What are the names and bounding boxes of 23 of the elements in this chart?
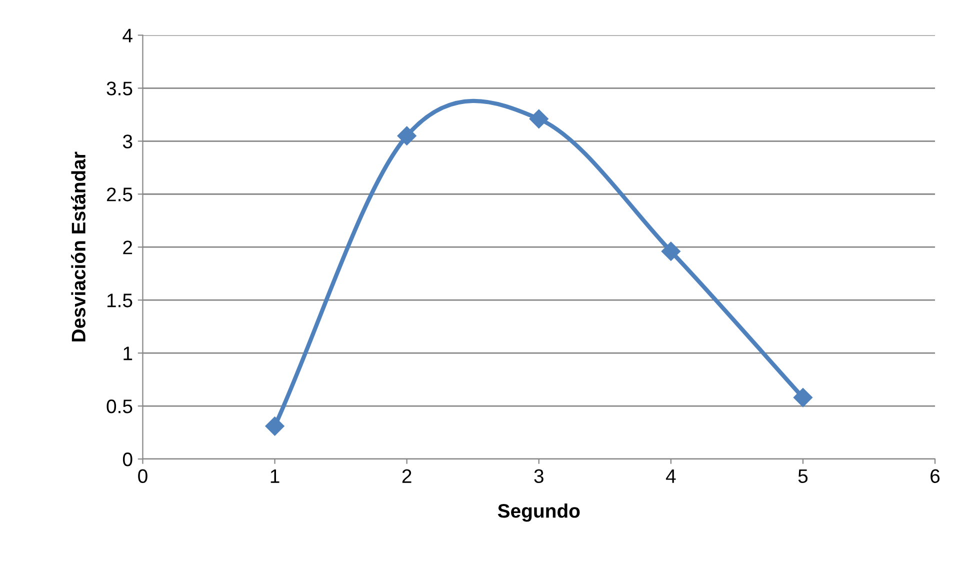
x-tick-label: 3 [534, 469, 544, 484]
y-tick-label: 3.5 [106, 82, 132, 96]
y-tick-label: 4 [122, 28, 132, 42]
x-tick-label: 4 [666, 469, 676, 483]
x-tick-label: 2 [402, 469, 412, 483]
y-tick-label: 0 [122, 452, 132, 466]
point [265, 416, 284, 436]
y-tick-label: 2 [123, 240, 132, 254]
x-tick-label: 6 [930, 469, 940, 484]
x-tick-label: 1 [270, 469, 280, 483]
point [661, 242, 680, 261]
y-axis-title: Desviación Estándar [71, 152, 86, 342]
point [397, 126, 416, 146]
y-tick-label: 3 [122, 134, 132, 148]
y-tick-label: 0.5 [106, 399, 132, 414]
y-tick-label: 2.5 [106, 188, 132, 202]
y-tick-label: 1.5 [107, 294, 132, 308]
x-tick-label: 5 [798, 469, 808, 484]
x-axis-title: Segundo [498, 504, 580, 522]
point [793, 388, 812, 408]
y-tick-label: 1 [124, 346, 132, 360]
x-tick-label: 0 [138, 469, 148, 484]
point [529, 109, 548, 128]
